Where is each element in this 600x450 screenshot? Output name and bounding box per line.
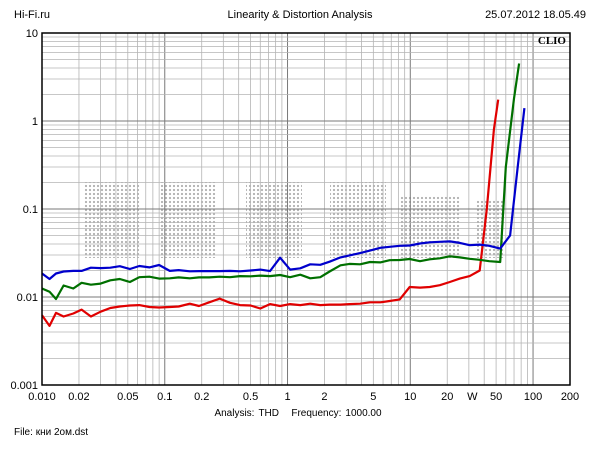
plot-frame: [41, 32, 571, 386]
x-tick-label: 10: [404, 391, 416, 403]
frequency-label: Frequency:: [291, 408, 342, 419]
x-tick-label: 0.2: [194, 391, 209, 403]
timestamp: 25.07.2012 18.05.49: [485, 9, 586, 21]
x-tick-label: 5: [370, 391, 376, 403]
series-line-2: [41, 63, 521, 301]
file-info: File: кни 2ом.dst: [14, 427, 88, 438]
x-tick-label: 0.5: [243, 391, 258, 403]
analysis-info: Analysis: THD Frequency: 1000.00: [0, 408, 600, 419]
x-tick-label: 0.010: [28, 391, 56, 403]
x-tick-label: 2: [321, 391, 327, 403]
y-tick-label: 0.1: [23, 204, 38, 216]
x-tick-label: 1: [284, 391, 290, 403]
series-line-3: [41, 107, 526, 281]
x-tick-label: 0.02: [68, 391, 89, 403]
y-tick-label: 0.001: [10, 380, 38, 392]
y-tick-label: 1: [32, 116, 38, 128]
file-label: File:: [14, 427, 33, 438]
y-tick-label: 10: [26, 28, 38, 40]
watermark-dot-pattern: [84, 182, 505, 258]
clio-watermark: CLIO: [538, 35, 567, 47]
analysis-value: THD: [258, 408, 280, 419]
x-tick-label: 100: [524, 391, 542, 403]
file-name: кни 2ом.dst: [35, 427, 89, 438]
frequency-value: 1000.00: [345, 408, 382, 419]
x-tick-label: W: [467, 391, 478, 403]
x-tick-label: 0.05: [117, 391, 138, 403]
chart-title: Linearity & Distortion Analysis: [227, 9, 373, 21]
x-tick-label: 50: [490, 391, 502, 403]
y-tick-label: 0.01: [17, 292, 38, 304]
site-name: Hi-Fi.ru: [14, 9, 51, 21]
x-tick-label: 0.1: [157, 391, 172, 403]
analysis-label: Analysis:: [214, 408, 255, 419]
series-line-1: [41, 99, 500, 327]
x-tick-label: 200: [561, 391, 579, 403]
x-tick-label: 20: [441, 391, 453, 403]
